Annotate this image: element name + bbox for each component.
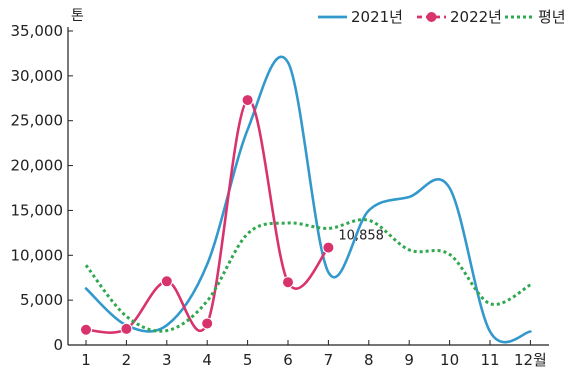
x-tick-label: 4 (202, 351, 212, 369)
series-point (282, 276, 294, 289)
legend-item: 평년 (505, 8, 566, 26)
legend-item: 2022년 (417, 8, 502, 26)
data-labels: 10,858 (338, 229, 384, 244)
series-point (80, 323, 92, 336)
series-point (241, 94, 254, 107)
x-tick-label: 11 (480, 351, 499, 369)
x-tick-label: 8 (364, 351, 374, 369)
y-tick-label: 10,000 (11, 246, 64, 264)
series-point (160, 275, 173, 288)
legend-swatch-marker (426, 12, 437, 22)
series-line-3 (84, 218, 532, 333)
series-line-2 (84, 98, 330, 334)
series-lines (84, 55, 532, 344)
y-tick-label: 35,000 (11, 22, 64, 40)
series-point (201, 317, 214, 330)
legend-label: 2022년 (450, 8, 502, 26)
series-line-1 (84, 55, 532, 344)
x-tick-label: 5 (243, 351, 253, 369)
y-tick-label: 15,000 (11, 201, 64, 219)
y-tick-label: 20,000 (11, 157, 64, 175)
series-point (322, 241, 335, 254)
series-point (120, 322, 133, 335)
x-tick-label: 6 (283, 351, 293, 369)
axes: 0 5,000 10,000 15,000 20,000 25,000 30,000 35,0… (11, 8, 549, 369)
x-tick-label: 12월 (514, 351, 547, 369)
x-tick-label: 10 (440, 351, 459, 369)
y-tick-label: 30,000 (11, 67, 64, 85)
data-label: 10,858 (338, 229, 384, 244)
x-tick-label: 7 (324, 351, 334, 369)
x-tick-label: 9 (404, 351, 414, 369)
series-markers (80, 94, 335, 336)
x-tick-label: 3 (162, 351, 172, 369)
y-axis-unit-label: 톤 (71, 8, 84, 24)
legend-label: 2021년 (351, 8, 403, 26)
x-tick-label: 2 (122, 351, 132, 369)
y-tick-label: 5,000 (20, 291, 63, 309)
y-tick-label: 25,000 (11, 112, 64, 130)
legend: 2021년 2022년 평년 (318, 8, 566, 26)
legend-item: 2021년 (318, 8, 403, 26)
x-tick-label: 1 (81, 351, 91, 369)
legend-label: 평년 (538, 8, 566, 26)
y-tick-label: 0 (53, 336, 63, 354)
